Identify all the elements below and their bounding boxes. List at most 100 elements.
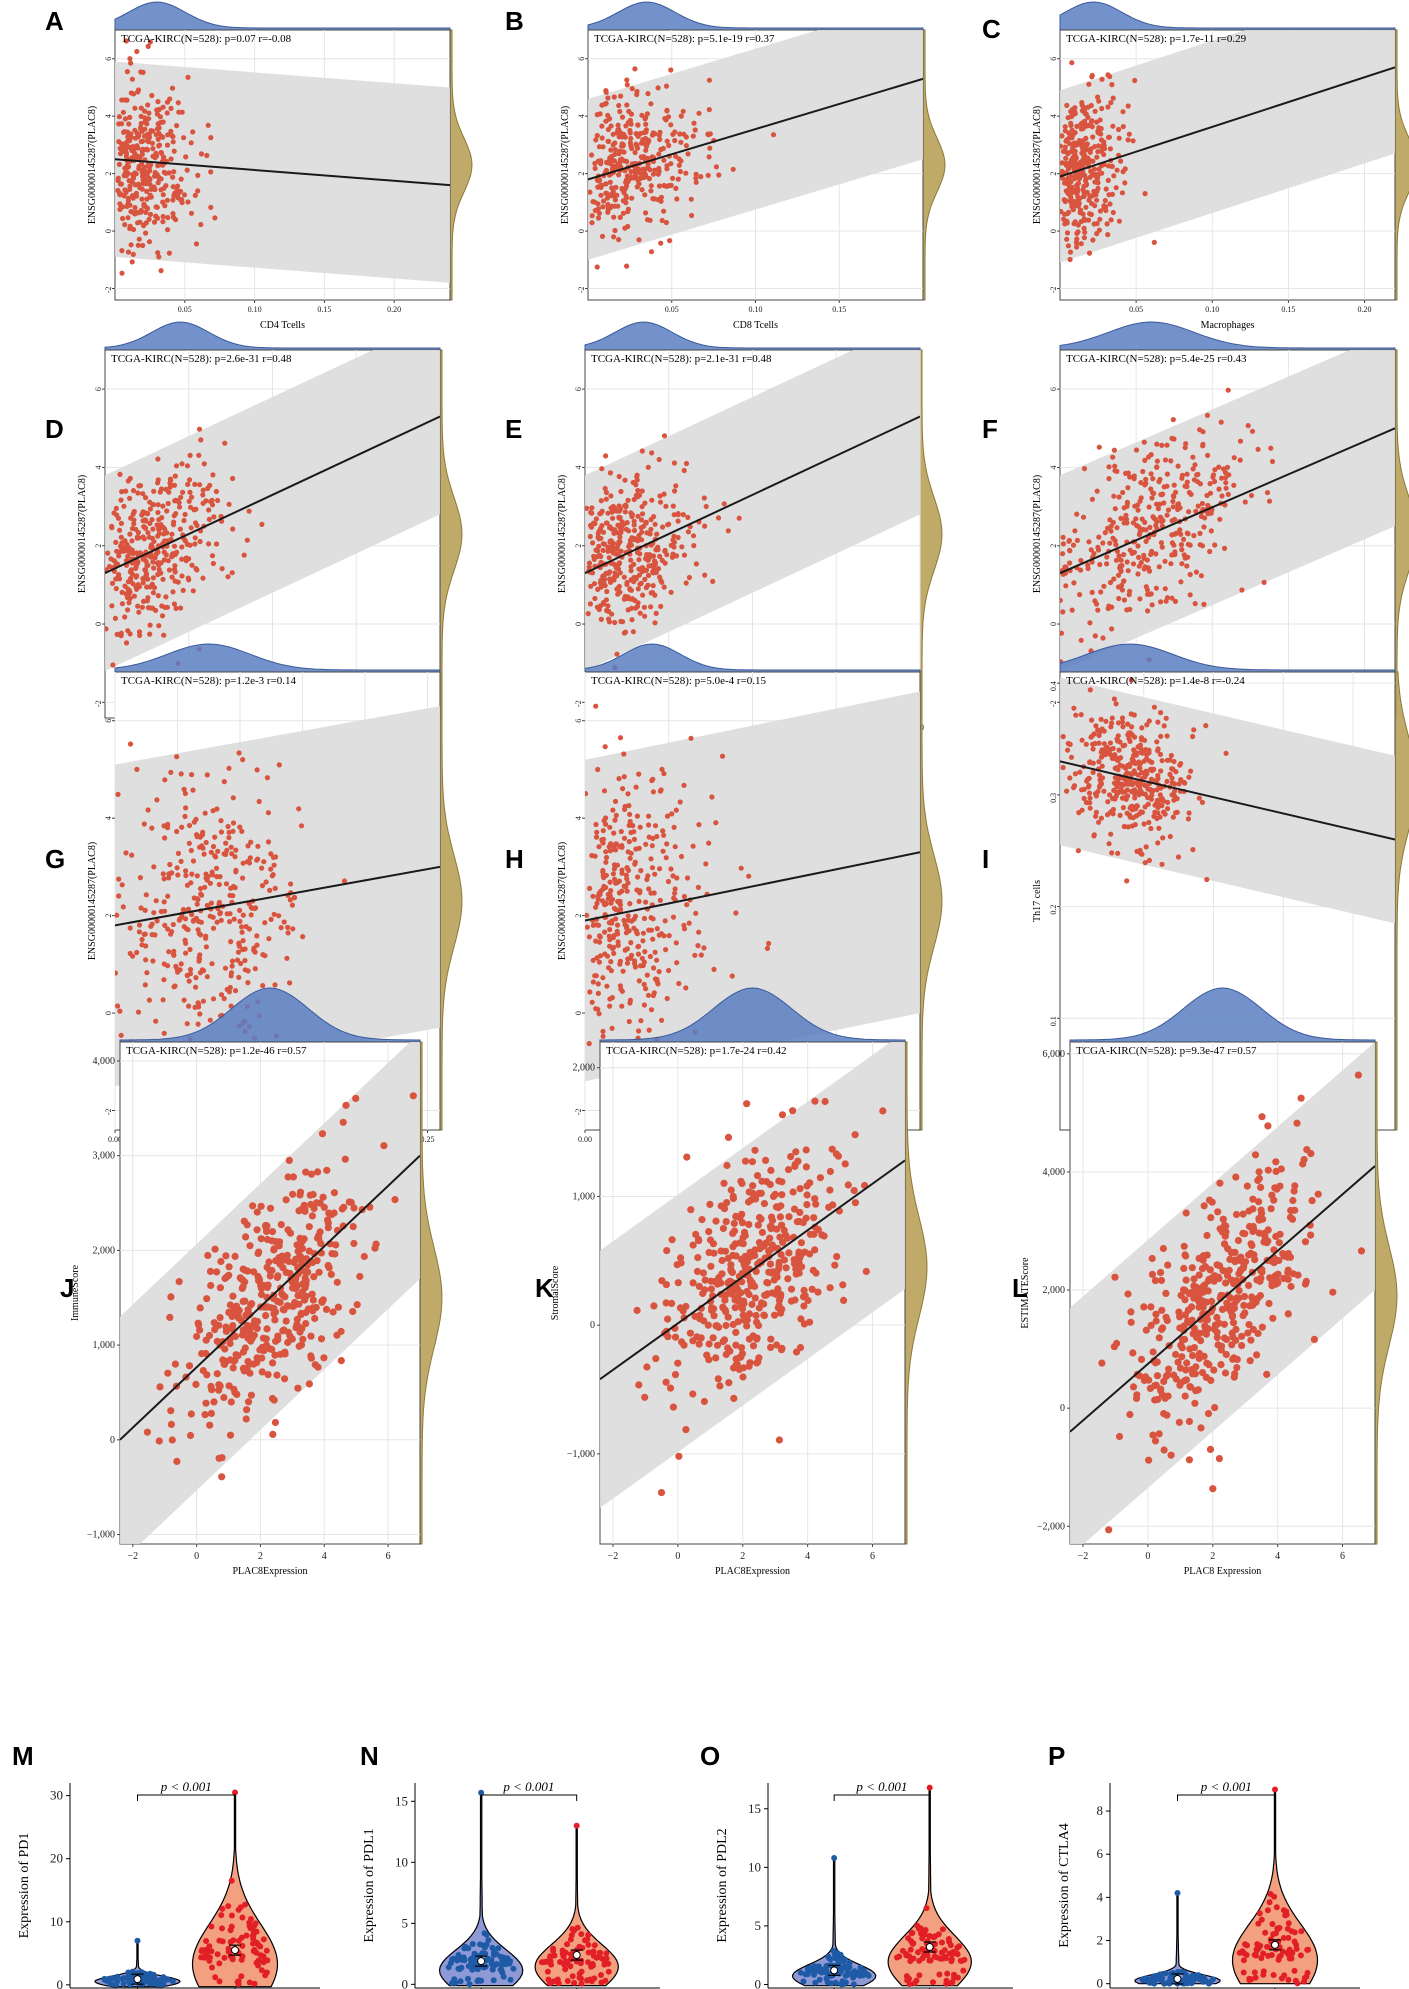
data-point-J <box>187 1410 195 1418</box>
data-point-B <box>713 164 720 170</box>
data-point-K <box>712 1217 720 1225</box>
data-point-H <box>698 952 704 958</box>
data-point-L <box>1193 1329 1201 1337</box>
data-point-F <box>1089 496 1095 502</box>
data-point-D <box>130 511 136 517</box>
data-point-E <box>702 523 708 529</box>
data-point-J <box>267 1304 275 1312</box>
data-point-C <box>1075 229 1081 235</box>
data-point-D <box>178 494 184 500</box>
y-tick-label-C: 6 <box>1049 57 1058 61</box>
data-point-A <box>144 147 151 153</box>
data-point-F <box>1107 517 1113 523</box>
data-point-I <box>1154 787 1160 793</box>
data-point-K <box>707 1262 715 1270</box>
data-point-B <box>678 113 684 119</box>
data-point-H <box>660 828 666 834</box>
data-point-I <box>1115 767 1121 773</box>
data-point-G <box>161 1030 167 1036</box>
data-point-D <box>194 567 200 573</box>
data-point-K <box>800 1286 808 1294</box>
data-point-D <box>167 476 174 483</box>
data-point-G <box>141 821 147 827</box>
data-point-L <box>1219 1215 1227 1223</box>
y-tick-label-I: 0.3 <box>1049 793 1058 803</box>
data-point-D <box>246 508 252 514</box>
data-point-I <box>1076 810 1082 816</box>
data-point-J <box>276 1350 285 1358</box>
data-point-K <box>797 1239 806 1247</box>
data-point-J <box>255 1248 263 1256</box>
stat-text-J: TCGA-KIRC(N=528): p=1.2e-46 r=0.57 <box>126 1045 307 1057</box>
data-point-J <box>248 1300 256 1308</box>
data-point-J <box>266 1272 274 1280</box>
data-point-C <box>1064 102 1070 108</box>
data-point-E <box>590 540 596 546</box>
x-tick-label-J: 2 <box>258 1551 263 1562</box>
data-point-J <box>204 1251 212 1260</box>
x-tick-label-K: 0 <box>675 1551 680 1562</box>
data-point-K <box>687 1206 695 1214</box>
data-point-H <box>617 844 623 850</box>
data-point-B <box>628 135 634 142</box>
y-tick-label-J: 4,000 <box>93 1056 116 1067</box>
data-point-F <box>1154 458 1160 464</box>
data-point-I <box>1118 786 1124 792</box>
data-point-F <box>1121 597 1127 603</box>
data-point-E <box>652 560 659 566</box>
data-point-A <box>146 216 152 222</box>
data-point-I <box>1139 725 1145 731</box>
panel-letter-L: L <box>1012 1273 1028 1303</box>
data-point-G <box>236 750 242 756</box>
data-point-K <box>717 1247 725 1255</box>
data-point-E <box>605 544 611 550</box>
data-point-G <box>136 922 143 928</box>
data-point-E <box>671 533 677 539</box>
data-point-C <box>1069 60 1075 66</box>
y-tick-label-G: -2 <box>104 1109 113 1116</box>
data-point-K <box>748 1158 757 1166</box>
data-point-F <box>1237 457 1243 463</box>
data-point-F <box>1145 565 1151 571</box>
data-point-K <box>736 1239 744 1247</box>
data-point-F <box>1193 508 1199 514</box>
data-point-G <box>207 880 213 886</box>
data-point-A <box>170 174 176 180</box>
data-point-J <box>253 1324 261 1332</box>
data-point-J <box>215 1386 223 1394</box>
data-point-A <box>136 236 142 242</box>
data-point-F <box>1105 525 1111 531</box>
data-point-B <box>623 200 629 206</box>
data-point-F <box>1139 516 1145 522</box>
data-point-D <box>181 517 187 524</box>
data-point-J <box>296 1328 304 1336</box>
data-point-B <box>706 77 713 83</box>
data-point-I <box>1148 776 1154 782</box>
data-point-H <box>636 1028 642 1034</box>
data-point-J <box>234 1352 242 1360</box>
data-point-B <box>598 158 604 164</box>
data-point-H <box>703 861 709 867</box>
data-point-F <box>1162 558 1168 564</box>
data-point-B <box>590 199 596 205</box>
data-point-B <box>706 107 712 113</box>
data-point-L <box>1192 1363 1200 1371</box>
data-point-H <box>629 918 635 924</box>
data-point-K <box>803 1201 811 1209</box>
data-point-J <box>310 1250 318 1258</box>
data-point-L <box>1288 1215 1297 1223</box>
data-point-I <box>1093 813 1099 819</box>
x-tick-label-A: 0.05 <box>178 305 192 314</box>
data-point-F <box>1060 630 1065 636</box>
data-point-H <box>664 841 670 847</box>
data-point-E <box>623 504 629 510</box>
data-point-F <box>1225 491 1231 497</box>
data-point-A <box>117 181 124 187</box>
data-point-D <box>171 519 177 525</box>
data-point-H <box>624 946 631 952</box>
data-point-H <box>645 873 651 879</box>
data-point-F <box>1145 454 1152 460</box>
data-point-L <box>1329 1288 1337 1296</box>
data-point-F <box>1153 551 1159 557</box>
data-point-E <box>643 519 649 525</box>
